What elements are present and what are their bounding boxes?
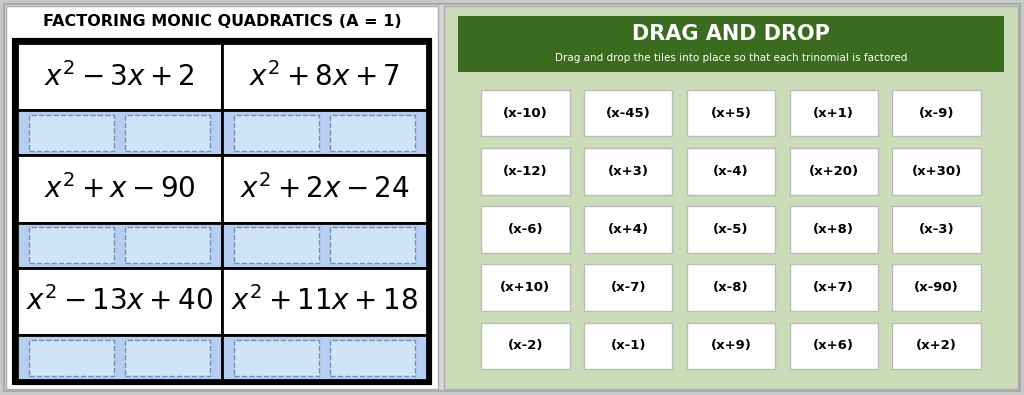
Bar xyxy=(330,340,415,376)
Text: (x+20): (x+20) xyxy=(809,165,859,178)
Bar xyxy=(458,16,1004,72)
Text: (x-4): (x-4) xyxy=(713,165,749,178)
Bar xyxy=(330,227,415,263)
Bar xyxy=(790,90,878,136)
Text: $x^2 - 13x + 40$: $x^2 - 13x + 40$ xyxy=(26,286,213,316)
Bar xyxy=(790,264,878,311)
Bar xyxy=(584,323,673,369)
Text: $x^2 + 11x + 18$: $x^2 + 11x + 18$ xyxy=(231,286,418,316)
Bar xyxy=(687,264,775,311)
Bar xyxy=(687,148,775,195)
Text: (x+8): (x+8) xyxy=(813,223,854,236)
Text: (x-8): (x-8) xyxy=(713,281,749,294)
Bar xyxy=(222,155,427,223)
Text: (x+1): (x+1) xyxy=(813,107,854,120)
Bar xyxy=(584,90,673,136)
Bar xyxy=(584,264,673,311)
Bar xyxy=(790,206,878,253)
Text: (x+4): (x+4) xyxy=(607,223,648,236)
Bar xyxy=(222,268,427,335)
Text: (x-9): (x-9) xyxy=(919,107,954,120)
Text: (x-7): (x-7) xyxy=(610,281,646,294)
Bar xyxy=(17,110,222,155)
Text: (x+30): (x+30) xyxy=(911,165,962,178)
Text: (x-5): (x-5) xyxy=(714,223,749,236)
Bar xyxy=(481,148,569,195)
Bar xyxy=(125,115,210,151)
Bar xyxy=(790,148,878,195)
Text: FACTORING MONIC QUADRATICS (A = 1): FACTORING MONIC QUADRATICS (A = 1) xyxy=(43,13,401,28)
Bar xyxy=(481,323,569,369)
Text: (x+9): (x+9) xyxy=(711,339,752,352)
Bar xyxy=(17,223,222,268)
Bar xyxy=(687,323,775,369)
Text: (x-45): (x-45) xyxy=(606,107,650,120)
Bar xyxy=(584,206,673,253)
Text: DRAG AND DROP: DRAG AND DROP xyxy=(632,24,829,44)
Text: Drag and drop the tiles into place so that each trinomial is factored: Drag and drop the tiles into place so th… xyxy=(555,53,907,63)
Bar xyxy=(687,206,775,253)
Text: (x-6): (x-6) xyxy=(508,223,543,236)
Text: (x+5): (x+5) xyxy=(711,107,752,120)
Bar xyxy=(892,264,981,311)
Bar xyxy=(222,43,427,110)
Text: $x^2 + 2x - 24$: $x^2 + 2x - 24$ xyxy=(240,174,410,204)
Bar xyxy=(17,155,222,223)
Text: (x+2): (x+2) xyxy=(916,339,957,352)
Text: $x^2 + 8x + 7$: $x^2 + 8x + 7$ xyxy=(249,62,400,92)
Text: (x+3): (x+3) xyxy=(607,165,648,178)
Text: $x^2 + x - 90$: $x^2 + x - 90$ xyxy=(44,174,196,204)
Bar xyxy=(584,148,673,195)
Text: (x+6): (x+6) xyxy=(813,339,854,352)
Bar xyxy=(481,206,569,253)
Bar xyxy=(234,227,319,263)
Text: $x^2 - 3x + 2$: $x^2 - 3x + 2$ xyxy=(44,62,195,92)
Bar xyxy=(222,223,427,268)
Text: (x+10): (x+10) xyxy=(501,281,551,294)
Bar xyxy=(687,90,775,136)
Bar xyxy=(30,340,115,376)
Bar xyxy=(892,90,981,136)
Bar xyxy=(17,268,222,335)
Bar xyxy=(125,340,210,376)
Bar xyxy=(481,264,569,311)
Bar xyxy=(6,6,438,389)
Bar xyxy=(481,90,569,136)
Text: (x-10): (x-10) xyxy=(503,107,548,120)
Text: (x+7): (x+7) xyxy=(813,281,854,294)
Bar xyxy=(330,115,415,151)
Bar xyxy=(17,335,222,380)
Bar xyxy=(30,227,115,263)
Text: (x-3): (x-3) xyxy=(919,223,954,236)
Bar xyxy=(30,115,115,151)
Bar xyxy=(892,206,981,253)
Bar xyxy=(125,227,210,263)
Bar xyxy=(222,110,427,155)
Bar xyxy=(892,323,981,369)
Bar xyxy=(234,115,319,151)
Bar xyxy=(790,323,878,369)
Text: (x-1): (x-1) xyxy=(610,339,646,352)
Bar xyxy=(17,43,222,110)
Text: (x-2): (x-2) xyxy=(508,339,543,352)
Bar xyxy=(892,148,981,195)
Text: (x-90): (x-90) xyxy=(914,281,958,294)
Text: (x-12): (x-12) xyxy=(503,165,548,178)
Bar xyxy=(14,40,430,383)
Bar xyxy=(222,335,427,380)
Bar xyxy=(444,6,1018,389)
Bar xyxy=(234,340,319,376)
